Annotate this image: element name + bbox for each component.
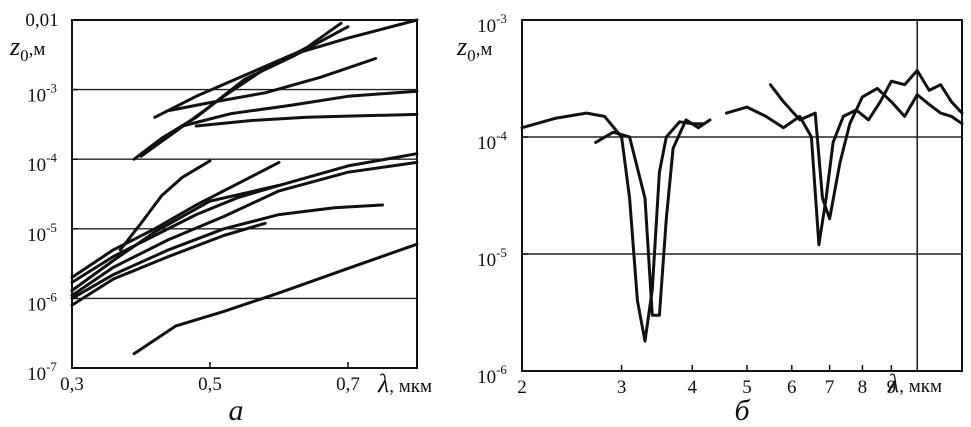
- panel-a-y-tick-label: 10-4: [27, 150, 57, 176]
- panel-a-series-line: [180, 89, 419, 128]
- panel-a-y-tick-label: 10-6: [27, 289, 57, 315]
- panel-b-x-tick-label: 3: [617, 377, 627, 398]
- panel-b-x-tick-label: 4: [687, 377, 697, 398]
- panel-b-series-line: [768, 83, 964, 221]
- panel-a-y-tick-label: 10-7: [27, 359, 57, 385]
- panel-a-series-line: [70, 160, 281, 279]
- panel-b-y-tick-label: 10-4: [477, 128, 507, 154]
- panel-a-y-tick-label: 0,01: [25, 10, 58, 31]
- panel-a-series-line: [70, 160, 419, 297]
- panel-a-plot-frame: [71, 19, 418, 369]
- panel-a-y-axis-label: z0,м: [9, 32, 45, 65]
- panel-a-series: [70, 18, 419, 356]
- panel-a-series-line: [132, 242, 419, 356]
- panel-b-x-tick-label: 5: [742, 377, 752, 398]
- panel-b-series: [520, 69, 964, 343]
- panel-a-x-tick-label: 0,7: [336, 374, 360, 395]
- panel-a-series-line: [70, 152, 419, 292]
- panel-b-y-tick-label: 10-3: [477, 11, 507, 37]
- panel-b-grid: [522, 20, 962, 371]
- panel-b-x-tick-label: 6: [787, 377, 797, 398]
- panel-b-x-tick-label: 7: [825, 377, 835, 398]
- panel-a-chart: 0,3 0,5 0,7 10-7 10-6 10-5 10-4 10-3 0,01 z0,м λ…: [9, 10, 432, 427]
- panel-b-chart: 2 3 4 5 6 7 8 9 10-6 10-5 10-4 10-3 z0,м λ, мкм б: [456, 11, 964, 427]
- panel-b-x-tick-label: 9: [887, 377, 897, 398]
- panel-a-series-line: [167, 57, 378, 113]
- panel-b-series-line: [725, 69, 964, 247]
- panel-b-x-tick-label: 8: [858, 377, 868, 398]
- panel-a-series-line: [153, 18, 419, 119]
- panel-b-x-axis-label: λ, мкм: [887, 369, 942, 398]
- panel-a-series-line: [70, 203, 384, 300]
- panel-a-x-tick-label: 0,5: [198, 374, 222, 395]
- panel-b-series-line: [594, 118, 712, 317]
- panel-a-x-tick-label: 0,3: [60, 374, 84, 395]
- panel-a-y-tick-label: 10-3: [27, 81, 57, 107]
- panel-a-x-axis-label: λ, мкм: [377, 369, 432, 398]
- panel-a-grid: [72, 88, 417, 300]
- panel-b-series-line: [520, 111, 706, 343]
- panel-a-series-line: [70, 221, 267, 307]
- panel-b-tick-labels: 2 3 4 5 6 7 8 9 10-6 10-5 10-4 10-3: [477, 11, 896, 398]
- panel-a-tick-labels: 0,3 0,5 0,7 10-7 10-6 10-5 10-4 10-3 0,01: [25, 10, 360, 395]
- panel-a-series-line: [194, 112, 419, 128]
- panel-b-plot-frame: [521, 19, 963, 372]
- panel-b-y-tick-label: 10-6: [477, 362, 507, 388]
- panel-a-letter: а: [229, 394, 244, 427]
- panel-a-series-line: [70, 183, 281, 284]
- panel-a-series-line: [118, 159, 212, 252]
- panel-b-y-tick-label: 10-5: [477, 245, 507, 271]
- panel-b-x-tick-label: 2: [517, 377, 527, 398]
- panel-a-series-line: [139, 21, 343, 158]
- panel-b-y-axis-label: z0,м: [456, 32, 492, 65]
- panel-a-y-tick-label: 10-5: [27, 220, 57, 246]
- panel-b-letter: б: [734, 394, 750, 427]
